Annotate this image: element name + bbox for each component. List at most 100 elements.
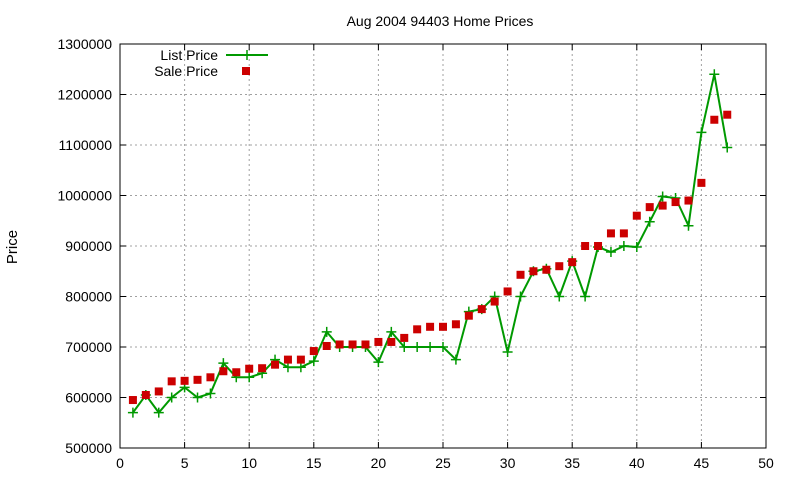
data-point-list-price: [502, 347, 513, 358]
data-point-sale-price: [529, 267, 538, 276]
data-point-sale-price: [426, 322, 435, 331]
data-point-sale-price: [206, 373, 215, 382]
data-point-sale-price: [490, 297, 499, 306]
data-point-sale-price: [477, 305, 486, 314]
axis-ticks: 0 5 10 15 20 25 30 35 40 45 50 500000 600000 700000 80…: [57, 36, 774, 471]
y-tick-label: 700000: [65, 339, 112, 355]
series-line-list-price: [132, 74, 729, 415]
x-tick-label: 0: [116, 455, 124, 471]
data-point-list-price: [399, 342, 410, 352]
data-point-list-price: [425, 342, 436, 352]
data-point-sale-price: [128, 396, 137, 405]
data-point-sale-price: [555, 262, 564, 271]
data-point-sale-price: [503, 287, 512, 296]
y-tick-label: 1000000: [57, 188, 112, 204]
data-point-list-price: [450, 354, 461, 365]
data-point-list-price: [166, 392, 177, 403]
x-tick-label: 45: [694, 455, 710, 471]
data-point-sale-price: [400, 333, 409, 342]
data-point-list-price: [605, 247, 616, 258]
data-point-sale-price: [387, 337, 396, 346]
y-tick-label: 1200000: [57, 87, 112, 103]
data-point-sale-price: [684, 196, 693, 205]
data-point-list-price: [218, 358, 229, 369]
data-point-sale-price: [619, 229, 628, 238]
data-point-sale-price: [141, 390, 150, 399]
data-point-sale-price: [219, 367, 228, 376]
x-tick-label: 25: [435, 455, 451, 471]
data-point-list-price: [580, 291, 591, 302]
data-point-sale-price: [154, 387, 163, 396]
y-tick-label: 500000: [65, 440, 112, 456]
data-point-sale-price: [348, 340, 357, 349]
data-point-sale-price: [723, 110, 732, 119]
legend-marker-list-price: [242, 50, 252, 60]
legend-marker-sale-price: [242, 67, 250, 75]
x-tick-label: 5: [181, 455, 189, 471]
x-tick-label: 20: [371, 455, 387, 471]
data-point-list-price: [205, 388, 216, 399]
data-point-list-price: [696, 127, 707, 138]
series-group: [127, 69, 733, 418]
data-point-sale-price: [232, 368, 241, 377]
data-point-list-price: [722, 142, 733, 153]
data-point-sale-price: [516, 270, 525, 279]
data-point-sale-price: [258, 364, 267, 373]
data-point-sale-price: [296, 355, 305, 364]
data-point-list-price: [515, 291, 526, 302]
data-point-sale-price: [335, 340, 344, 349]
data-point-sale-price: [361, 340, 370, 349]
data-point-sale-price: [374, 337, 383, 346]
data-point-sale-price: [451, 320, 460, 329]
data-point-list-price: [282, 362, 293, 373]
data-point-sale-price: [309, 347, 318, 356]
grid-lines: [120, 44, 766, 448]
data-point-sale-price: [658, 201, 667, 210]
data-point-sale-price: [645, 203, 654, 212]
data-point-sale-price: [568, 258, 577, 267]
data-point-list-price: [127, 407, 138, 418]
data-point-sale-price: [697, 178, 706, 187]
x-tick-label: 50: [758, 455, 774, 471]
data-point-sale-price: [671, 198, 680, 207]
y-tick-label: 1300000: [57, 36, 112, 52]
legend: List Price Sale Price: [154, 47, 268, 79]
data-point-sale-price: [180, 376, 189, 385]
data-point-sale-price: [606, 229, 615, 238]
data-point-list-price: [709, 69, 720, 80]
y-tick-label: 900000: [65, 238, 112, 254]
data-point-list-price: [554, 291, 565, 302]
x-tick-label: 30: [500, 455, 516, 471]
x-tick-label: 10: [241, 455, 257, 471]
legend-label-list-price: List Price: [160, 47, 218, 63]
y-tick-label: 800000: [65, 289, 112, 305]
data-point-sale-price: [632, 211, 641, 220]
data-point-sale-price: [542, 265, 551, 274]
data-point-list-price: [683, 220, 694, 231]
data-point-list-price: [321, 326, 332, 337]
data-point-sale-price: [245, 364, 254, 373]
legend-label-sale-price: Sale Price: [154, 63, 218, 79]
data-point-sale-price: [710, 115, 719, 124]
plot-frame: [119, 43, 767, 449]
data-point-sale-price: [594, 242, 603, 250]
data-point-list-price: [618, 241, 629, 251]
x-tick-label: 15: [306, 455, 322, 471]
data-point-sale-price: [464, 311, 473, 320]
data-point-list-price: [631, 242, 642, 253]
y-tick-label: 1100000: [59, 137, 113, 153]
data-point-sale-price: [439, 322, 447, 331]
data-point-sale-price: [322, 341, 331, 350]
data-point-list-price: [192, 392, 203, 403]
data-point-sale-price: [413, 325, 422, 334]
x-tick-label: 40: [629, 455, 645, 471]
y-tick-label: 600000: [65, 390, 112, 406]
data-point-list-price: [644, 216, 655, 227]
data-point-list-price: [386, 326, 397, 337]
data-point-list-price: [295, 362, 306, 373]
data-point-list-price: [438, 342, 448, 352]
data-point-list-price: [153, 407, 164, 418]
data-point-sale-price: [581, 242, 590, 250]
